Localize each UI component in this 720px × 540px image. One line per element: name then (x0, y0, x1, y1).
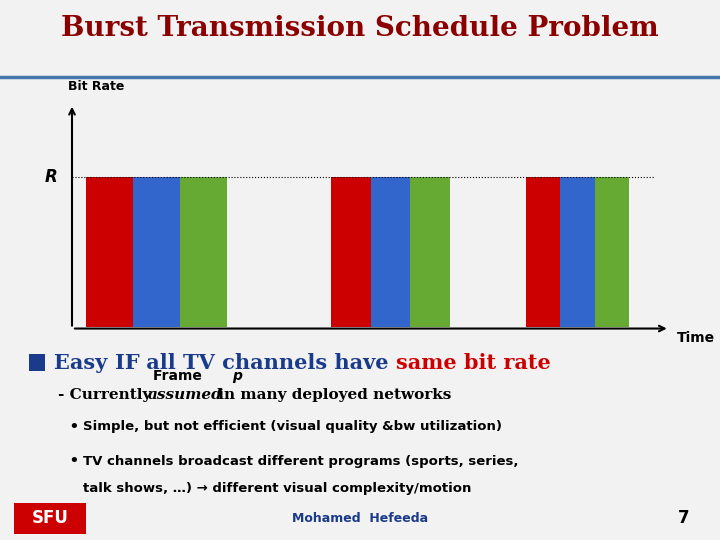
FancyBboxPatch shape (133, 177, 180, 327)
FancyBboxPatch shape (410, 177, 450, 327)
Text: same bit rate: same bit rate (396, 353, 551, 373)
Bar (14, 503, 86, 534)
Text: SFU: SFU (32, 509, 69, 528)
Text: talk shows, …) → different visual complexity/motion: talk shows, …) → different visual comple… (83, 482, 471, 495)
Text: Frame: Frame (153, 369, 207, 383)
Text: assumed: assumed (148, 388, 222, 402)
Text: Burst Transmission Schedule Problem: Burst Transmission Schedule Problem (61, 15, 659, 42)
Text: - Currently: - Currently (58, 388, 156, 402)
FancyBboxPatch shape (595, 177, 629, 327)
FancyBboxPatch shape (86, 177, 133, 327)
FancyBboxPatch shape (180, 177, 227, 327)
Text: Time: Time (677, 332, 715, 346)
Text: p: p (232, 369, 242, 383)
FancyBboxPatch shape (331, 177, 371, 327)
Text: 7: 7 (678, 509, 690, 528)
Text: •: • (68, 452, 79, 470)
Text: •: • (68, 417, 79, 436)
FancyBboxPatch shape (526, 177, 560, 327)
FancyBboxPatch shape (560, 177, 595, 327)
Bar (29, 354, 45, 372)
Text: Bit Rate: Bit Rate (68, 80, 125, 93)
Text: Mohamed  Hefeeda: Mohamed Hefeeda (292, 512, 428, 525)
FancyBboxPatch shape (371, 177, 410, 327)
Text: IF: IF (114, 353, 139, 373)
Text: TV channels broadcast different programs (sports, series,: TV channels broadcast different programs… (83, 455, 518, 468)
Text: Easy: Easy (54, 353, 114, 373)
Text: all TV channels have: all TV channels have (139, 353, 396, 373)
Text: in many deployed networks: in many deployed networks (213, 388, 451, 402)
Text: Simple, but not efficient (visual quality &bw utilization): Simple, but not efficient (visual qualit… (83, 420, 502, 433)
Text: R: R (45, 168, 58, 186)
